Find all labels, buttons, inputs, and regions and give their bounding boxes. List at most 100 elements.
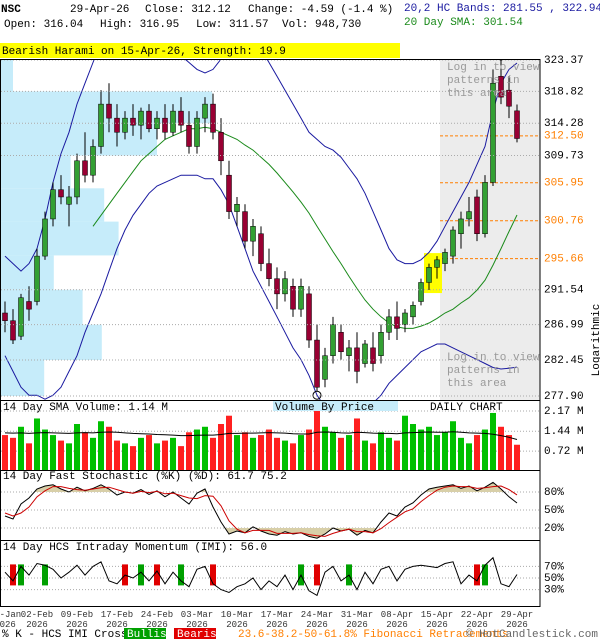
volume-bar bbox=[338, 437, 344, 471]
volume-bar bbox=[42, 429, 48, 471]
series-line bbox=[4, 485, 518, 537]
candle-body bbox=[370, 347, 376, 364]
bands: 20,2 HC Bands: 281.55 , 322.94 bbox=[404, 3, 600, 15]
candle-body bbox=[194, 117, 200, 147]
x-tick-label: 24-Mar 2026 bbox=[300, 610, 334, 630]
candle-body bbox=[266, 263, 272, 279]
chart-label: DAILY CHART bbox=[430, 402, 503, 414]
x-tick-label: 10-Mar 2026 bbox=[220, 610, 254, 630]
date: 29-Apr-26 bbox=[70, 4, 129, 16]
candle-body bbox=[130, 117, 136, 126]
candle-body bbox=[498, 76, 504, 98]
volume-bar bbox=[122, 443, 128, 471]
volume-bar bbox=[234, 435, 240, 471]
volume-bar bbox=[498, 426, 504, 471]
candle-body bbox=[2, 312, 8, 321]
x-tick-label: 08-Apr 2026 bbox=[380, 610, 414, 630]
candle-body bbox=[450, 229, 456, 257]
volume-bar bbox=[130, 446, 136, 471]
volume-bar bbox=[450, 421, 456, 471]
low: Low: 311.57 bbox=[196, 19, 269, 31]
candle-body bbox=[362, 343, 368, 364]
signal-bar bbox=[474, 564, 480, 586]
candle-body bbox=[242, 211, 248, 242]
upper-band bbox=[4, 60, 518, 272]
volume-bar bbox=[154, 443, 160, 471]
fib-label: 305.95 bbox=[544, 178, 584, 190]
x-tick-label: 31-Mar 2026 bbox=[340, 610, 374, 630]
y-tick-label: 1.44 M bbox=[544, 426, 584, 438]
stoch-zone bbox=[5, 482, 517, 492]
candle-body bbox=[170, 110, 176, 133]
candle-body bbox=[162, 117, 168, 133]
volume-bar bbox=[250, 437, 256, 471]
volume-bar bbox=[202, 426, 208, 471]
volume-bar bbox=[242, 432, 248, 471]
volume-by-price-bar bbox=[1, 289, 83, 325]
candle-body bbox=[210, 103, 216, 133]
volume-by-price-bar bbox=[1, 255, 54, 290]
volume-bar bbox=[26, 443, 32, 471]
x-tick-label: 17-Mar 2026 bbox=[260, 610, 294, 630]
y-tick-label: 80% bbox=[544, 487, 564, 499]
volume-bar bbox=[74, 424, 80, 471]
volume-bar bbox=[298, 435, 304, 471]
y-tick-label: 0.72 M bbox=[544, 446, 584, 458]
volume-bar bbox=[466, 443, 472, 471]
fib-label: 300.76 bbox=[544, 216, 584, 228]
candle-body bbox=[66, 196, 72, 205]
imi-title: 14 Day HCS Intraday Momentum (IMI): 56.0 bbox=[3, 542, 267, 554]
candle-body bbox=[410, 305, 416, 318]
y-tick-label: 291.54 bbox=[544, 285, 584, 297]
scale-label: Logarithmic bbox=[591, 304, 600, 377]
volume-bar bbox=[274, 437, 280, 471]
volume-bar bbox=[138, 437, 144, 471]
candle-body bbox=[202, 103, 208, 119]
x-tick-label: 27-Jan 2026 bbox=[0, 610, 22, 630]
volume-bar bbox=[314, 410, 320, 471]
volume-bar bbox=[98, 421, 104, 471]
volume-bar bbox=[370, 443, 376, 471]
volume-bar bbox=[50, 435, 56, 471]
candle-body bbox=[330, 324, 336, 356]
volume-bar bbox=[410, 424, 416, 471]
candle-body bbox=[34, 255, 40, 302]
candle-body bbox=[146, 110, 152, 129]
volume-bar bbox=[2, 435, 8, 471]
y-tick-label: 277.90 bbox=[544, 391, 584, 403]
sma-line bbox=[92, 126, 518, 329]
volume-bar bbox=[346, 435, 352, 471]
volume-bar bbox=[394, 440, 400, 471]
volume-bar bbox=[282, 440, 288, 471]
change: Change: -4.59 (-1.4 %) bbox=[248, 4, 393, 16]
volume-bar bbox=[514, 444, 520, 471]
y-tick-label: 318.82 bbox=[544, 86, 584, 98]
volume-bar bbox=[66, 443, 72, 471]
legend-swatch bbox=[174, 628, 216, 639]
volume-bar bbox=[490, 412, 496, 471]
candle-body bbox=[322, 355, 328, 380]
lower-band bbox=[4, 174, 518, 400]
volume-bar bbox=[306, 429, 312, 471]
stoch-title: 14 Day Fast Stochastic (%K) (%D): 61.7 7… bbox=[3, 471, 287, 483]
y-tick-label: 20% bbox=[544, 523, 564, 535]
volume-bar bbox=[426, 426, 432, 471]
volume-bar bbox=[218, 424, 224, 471]
volume-bar bbox=[18, 426, 24, 471]
x-tick-label: 03-Mar 2026 bbox=[180, 610, 214, 630]
y-tick-label: 50% bbox=[544, 505, 564, 517]
signal-bar bbox=[210, 564, 216, 586]
volume-by-price-bar bbox=[1, 60, 13, 92]
volume-bar bbox=[402, 415, 408, 471]
volume-bar bbox=[378, 432, 384, 471]
y-tick-label: 50% bbox=[544, 573, 564, 585]
fib-label: 295.66 bbox=[544, 254, 584, 266]
signal-bar bbox=[482, 564, 488, 586]
series-line bbox=[4, 556, 518, 597]
volume-by-price-bar bbox=[1, 123, 157, 156]
candle-body bbox=[10, 320, 16, 341]
signal-bar bbox=[18, 564, 24, 586]
candle-body bbox=[418, 282, 424, 302]
